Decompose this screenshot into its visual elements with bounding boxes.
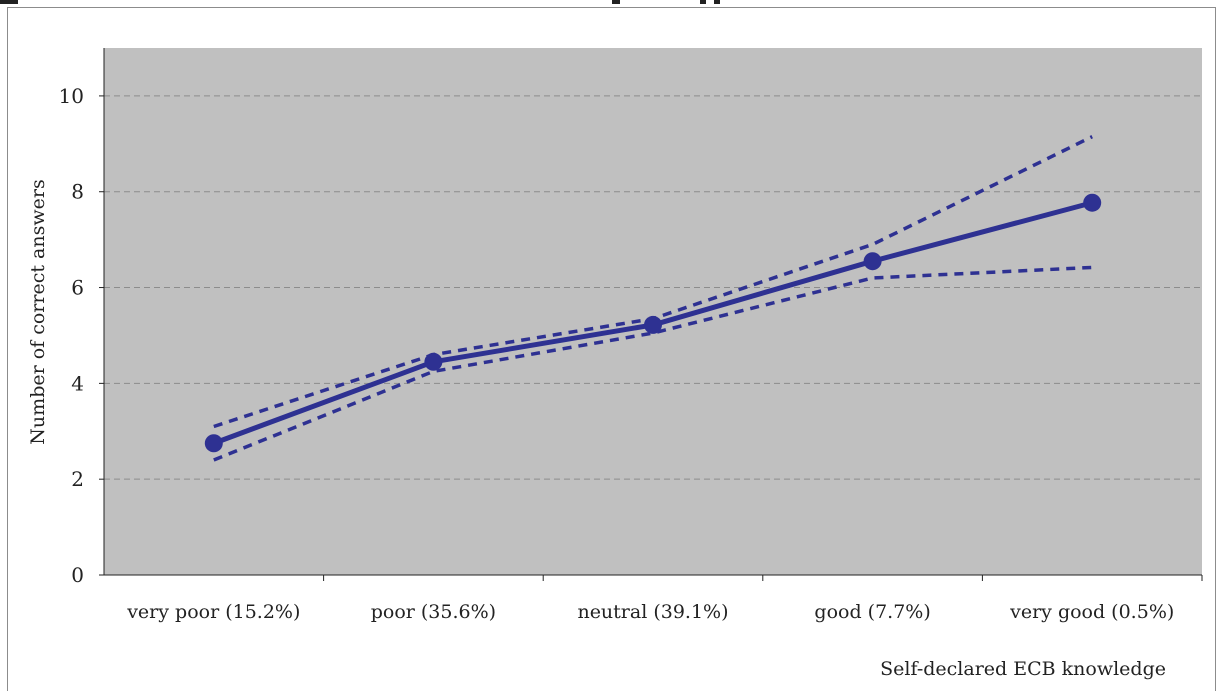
x-axis-label: Self-declared ECB knowledge — [880, 658, 1166, 680]
y-axis-label: Number of correct answers — [27, 179, 49, 444]
x-tick-labels: very poor (15.2%) poor (35.6%) neutral (39… — [126, 601, 1174, 623]
y-tick-label: 0 — [71, 563, 84, 587]
data-point-marker — [644, 315, 662, 334]
y-tick-labels: 0 2 4 6 8 10 — [59, 84, 84, 587]
data-point-marker — [424, 352, 443, 371]
y-tick-label: 2 — [71, 467, 84, 491]
y-tick-label: 10 — [59, 84, 84, 108]
clipped-title-fragment — [0, 0, 1224, 5]
y-tick-label: 6 — [71, 276, 84, 300]
y-tick-label: 8 — [71, 180, 84, 204]
data-point-marker — [863, 252, 882, 271]
x-tick-label: neutral (39.1%) — [577, 601, 728, 623]
data-point-marker — [204, 434, 223, 453]
x-tick-label: very good (0.5%) — [1009, 601, 1174, 623]
x-tick-label: poor (35.6%) — [371, 601, 496, 623]
y-tick-label: 4 — [71, 371, 84, 395]
data-point-marker — [1083, 193, 1102, 212]
series-markers — [204, 193, 1102, 453]
gridlines — [104, 95, 1202, 480]
x-tick-label: good (7.7%) — [814, 601, 930, 623]
plot-area — [104, 48, 1202, 575]
x-tick-label: very poor (15.2%) — [126, 601, 300, 623]
confidence-band-line — [213, 265, 1093, 462]
axes — [99, 48, 1203, 581]
